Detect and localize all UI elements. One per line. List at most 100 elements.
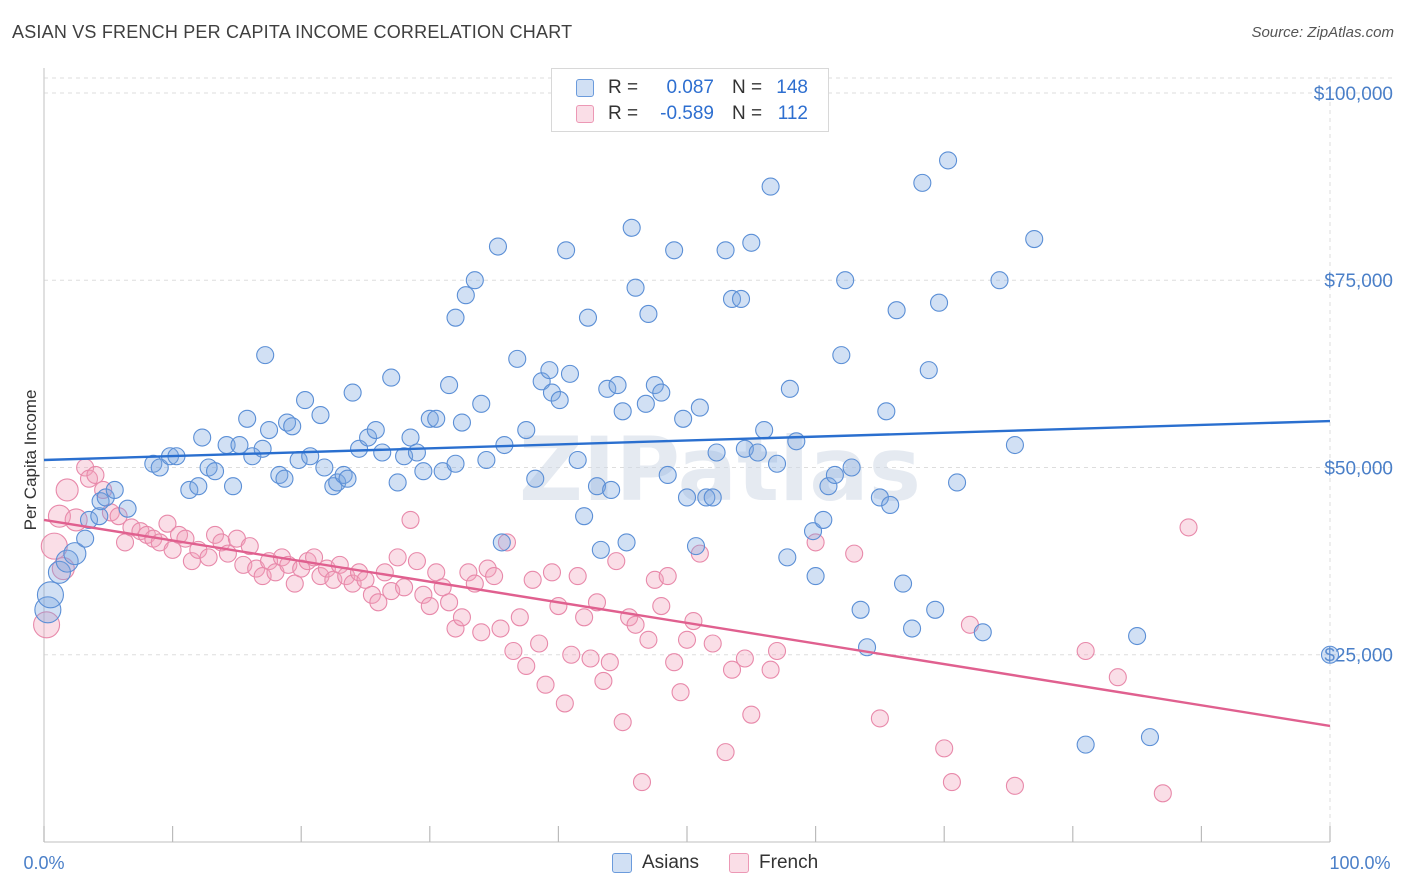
asians-point-35 [301,447,320,466]
french-point-68 [485,567,504,586]
legend-n-value-french: 112 [777,103,808,124]
asians-trend-line [43,419,1331,462]
asians-point-103 [731,289,751,309]
asians-point-79 [587,477,607,496]
x-tick-label-start: 0.0% [23,853,64,873]
asians-point-65 [492,533,511,552]
asians-point-83 [608,376,627,395]
asians-point-93 [665,241,684,260]
french-point-64 [459,563,478,582]
french-point-108 [806,533,825,552]
asians-point-82 [602,480,621,500]
french-point-92 [639,630,658,649]
asians-point-67 [508,349,527,368]
asians-point-87 [626,278,645,297]
series-legend-french[interactable]: French [729,852,818,874]
french-point-88 [613,713,632,732]
asians-point-75 [560,364,580,383]
asians-point-39 [328,473,347,492]
asians-point-133 [939,151,958,170]
asians-point-127 [893,574,913,593]
y-axis-title: Per Capita Income [21,390,40,531]
french-point-97 [671,683,690,702]
y-tick-label-50000: $50,000 [1324,458,1393,479]
french-point-58 [420,597,439,616]
asians-point-52 [414,462,433,481]
asians-point-46 [373,443,392,462]
french-point-80 [562,645,581,664]
asians-point-42 [343,383,362,402]
correlation-legend: R = 0.087 N = 148 R = -0.589 N = 112 [551,68,829,132]
asians-point-101 [716,241,735,260]
french-point-109 [845,544,864,563]
asians-point-114 [806,567,825,586]
french-point-11 [109,507,128,526]
asians-point-84 [613,402,632,421]
asians-point-113 [803,522,823,541]
trend-lines [43,419,1331,728]
series-legend-asians[interactable]: Asians [612,852,699,874]
french-point-66 [472,623,491,642]
asians-point-30 [275,469,294,488]
y-tick-label-100000: $100,000 [1314,84,1393,105]
asians-point-139 [1076,735,1095,754]
asians-point-58 [452,413,472,432]
french-point-81 [568,567,587,586]
french-point-53 [388,548,407,567]
asians-point-20 [205,462,225,481]
asians-point-34 [296,391,315,410]
asians-point-56 [440,376,459,395]
french-point-30 [240,537,259,556]
french-point-111 [935,739,954,758]
asians-point-61 [465,271,484,290]
french-point-3 [55,478,79,502]
legend-n-label: N = [732,103,763,124]
asians-point-137 [1005,435,1024,455]
asians-point-91 [652,383,671,402]
french-point-54 [395,578,414,597]
asians-point-81 [598,379,617,398]
asians-point-6 [79,510,99,529]
asians-point-134 [948,473,967,492]
asians-point-68 [517,420,536,440]
french-point-63 [452,608,472,627]
french-point-74 [523,570,542,589]
asians-point-86 [622,218,641,237]
asians-point-77 [575,507,594,526]
asians-point-59 [446,308,465,327]
french-point-118 [1179,518,1198,537]
french-point-96 [665,653,684,672]
asians-point-50 [401,428,420,447]
asians-point-48 [388,473,407,492]
legend-n-label: N = [732,77,763,98]
asians-point-10 [105,480,124,500]
french-point-56 [407,552,426,571]
asians-point-69 [526,469,545,488]
asians-point-2 [47,560,71,584]
french-point-61 [440,593,459,612]
french-point-103 [722,660,742,679]
asians-point-7 [90,507,109,526]
french-point-94 [652,597,671,616]
asians-point-80 [591,540,610,559]
french-point-62 [446,619,465,638]
legend-r-label: R = [608,77,639,98]
asians-point-0 [34,596,62,624]
french-point-86 [600,653,619,672]
legend-row-french: R = -0.589 N = 112 [576,101,808,127]
asians-point-37 [315,458,334,477]
french-point-55 [401,510,420,529]
asians-point-60 [456,286,475,305]
asians-point-32 [283,417,302,436]
asians-point-53 [420,409,439,428]
asians-point-74 [557,241,576,260]
french-point-50 [369,593,388,612]
series-asians-points [34,151,1340,754]
french-trend-line [43,518,1331,728]
series-legend: Asians French [612,852,848,874]
asians-point-16 [180,480,199,500]
watermark: ZIPatlas [519,418,921,521]
asians-point-108 [761,177,780,196]
asians-point-47 [382,368,401,387]
